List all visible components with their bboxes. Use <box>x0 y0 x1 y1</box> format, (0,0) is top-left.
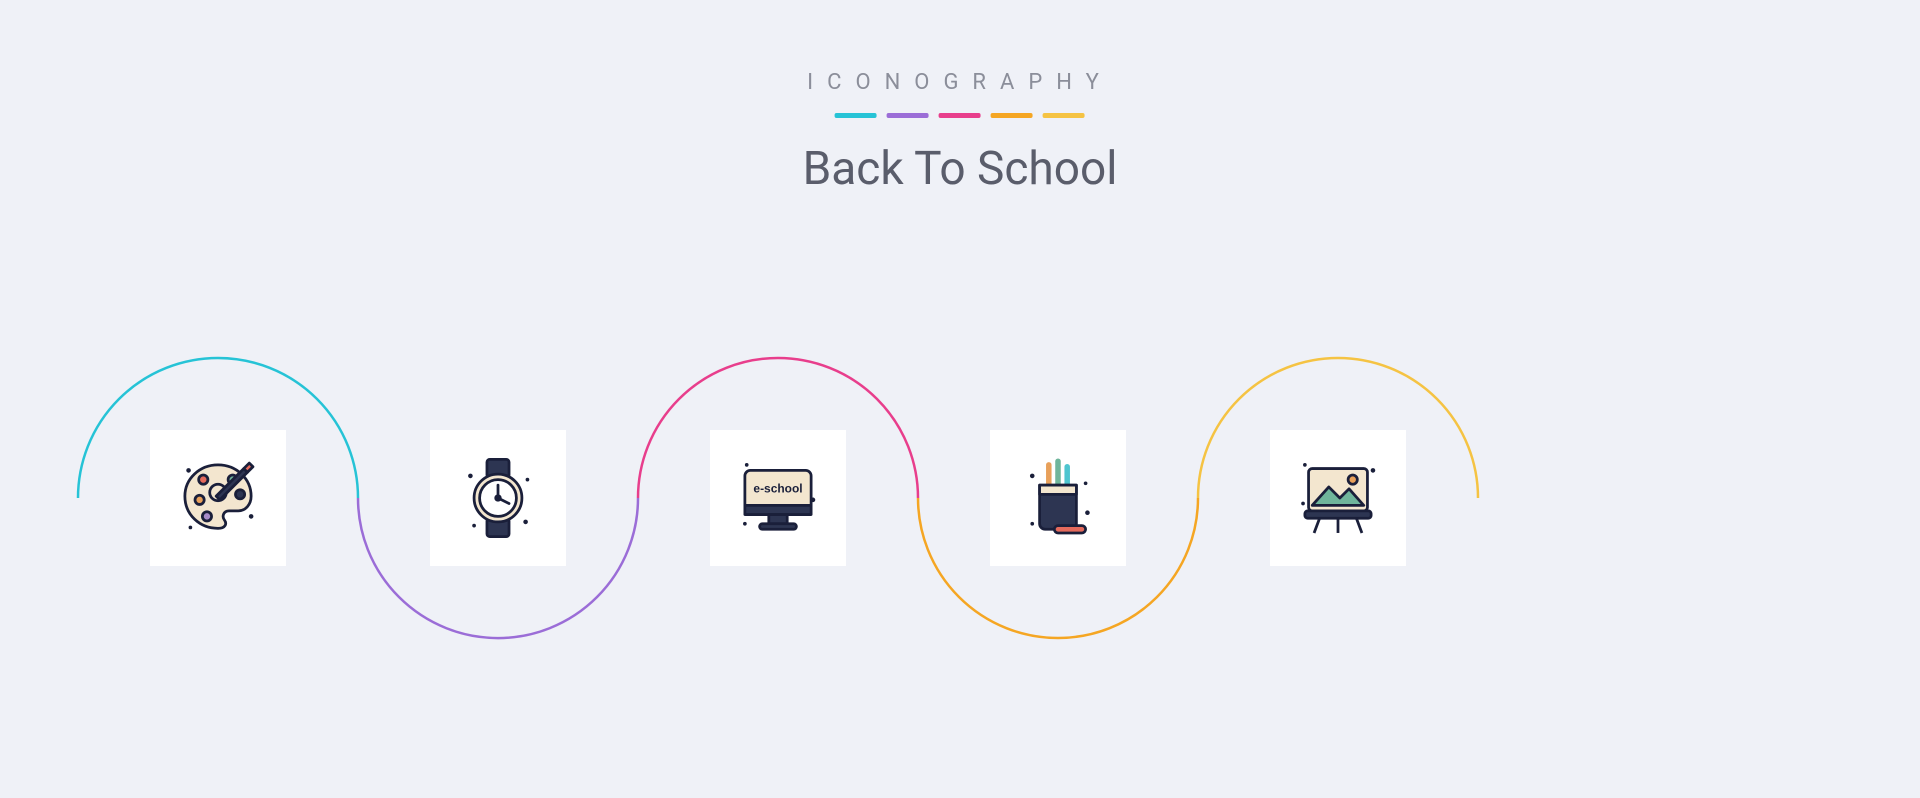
palette-icon <box>172 452 264 544</box>
svg-text:e-school: e-school <box>753 481 802 495</box>
tile-gallery <box>1270 430 1406 566</box>
penholder-icon <box>1012 452 1104 544</box>
tile-eschool: e-school <box>710 430 846 566</box>
watch-icon <box>452 452 544 544</box>
gallery-icon <box>1292 452 1384 544</box>
tile-watch <box>430 430 566 566</box>
connector-arcs <box>0 0 1920 798</box>
tile-penholder <box>990 430 1126 566</box>
eschool-icon: e-school <box>732 452 824 544</box>
tile-palette <box>150 430 286 566</box>
